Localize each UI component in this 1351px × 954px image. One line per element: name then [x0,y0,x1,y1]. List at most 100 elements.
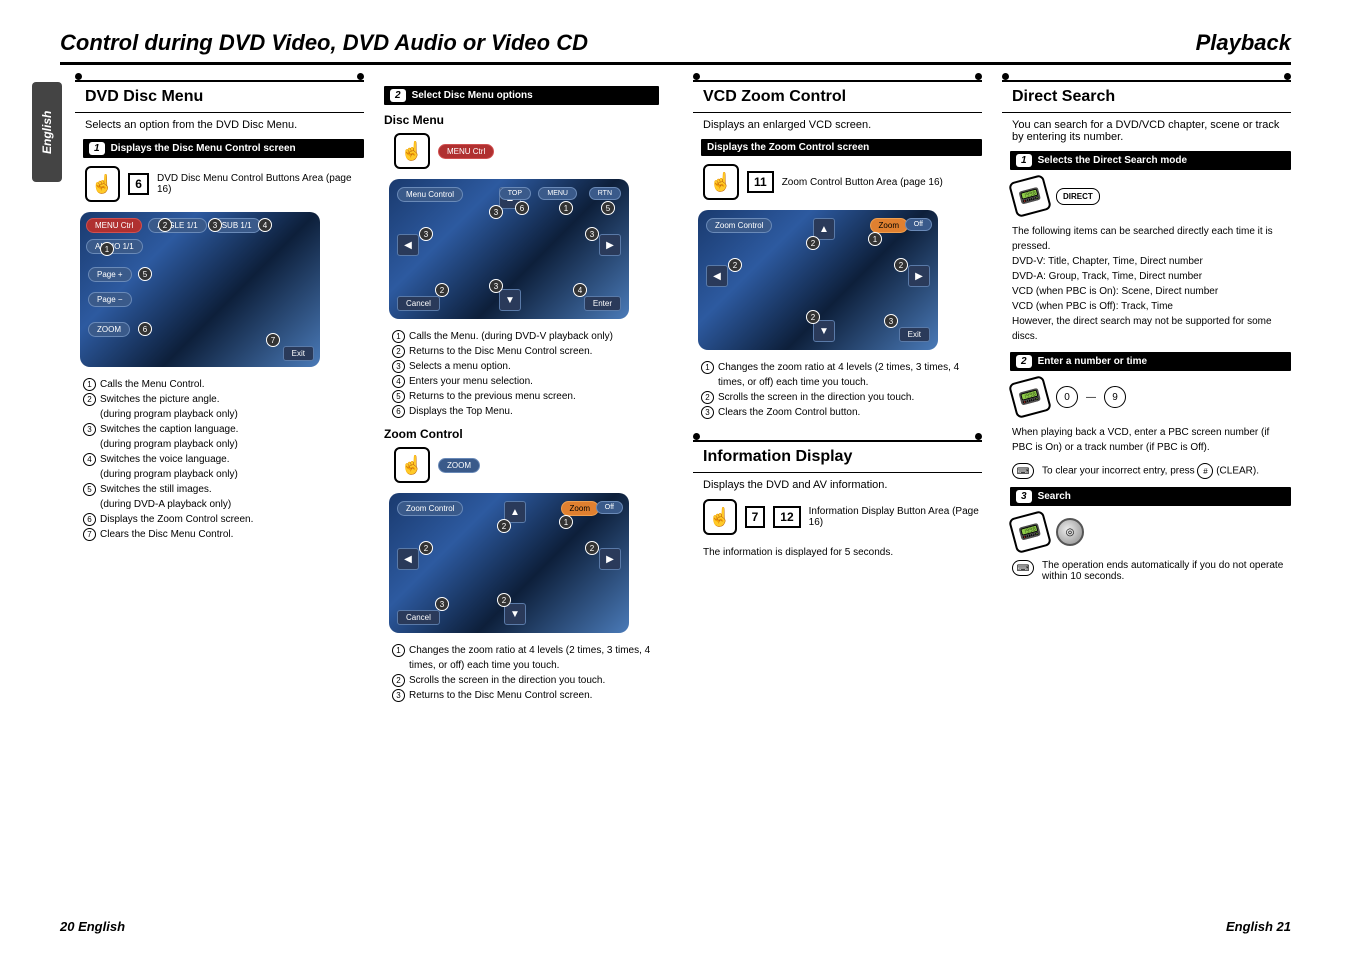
note-text-b: (CLEAR). [1216,466,1259,477]
li-text: Calls the Menu Control. [100,377,205,392]
ss-pill-zoom-val[interactable]: Zoom [870,218,908,233]
dvd-menu-list: 1Calls the Menu Control. 2Switches the p… [83,377,364,542]
panel-title: Direct Search [1012,88,1291,106]
li-text: Calls the Menu. (during DVD-V playback o… [409,329,613,344]
ss-badge-3c: 3 [585,227,599,241]
number-icon-row: 📟 0 — 9 [1012,379,1291,415]
ss-badge-2: 2 [435,283,449,297]
li-text: Switches the still images. [100,482,212,497]
search-knob[interactable]: ◎ [1056,518,1084,546]
li-text: Displays the Top Menu. [409,404,513,419]
footer: 20 English English 21 [0,919,1351,934]
ref-text: Information Display Button Area (Page 16… [809,506,982,528]
li-subtext: (during DVD-A playback only) [83,497,364,512]
ss-enter-btn[interactable]: Enter [584,296,621,311]
panel-header-vcd: VCD Zoom Control [693,80,982,113]
ref-number: 11 [747,171,774,193]
ref-number-2: 12 [773,506,800,528]
li-text: Returns to the previous menu screen. [409,389,576,404]
step-label: Selects the Direct Search mode [1038,155,1188,166]
direct-icon-row: 📟 DIRECT [1012,178,1291,214]
ss-down-arrow[interactable]: ▼ [813,320,835,342]
ss-right-arrow[interactable]: ▶ [908,265,930,287]
para-vcd-entry: When playing back a VCD, enter a PBC scr… [1012,425,1291,455]
ss-badge-1: 1 [868,232,882,246]
ss-pill-top[interactable]: TOP [499,187,531,200]
ss-exit-btn[interactable]: Exit [899,327,930,342]
screenshot-vcd-zoom: Zoom Control ▲ 2 Zoom Off 1 ◀ 2 ▶ 2 ▼ 2 … [698,210,938,350]
ss-exit-btn[interactable]: Exit [283,346,314,361]
panel-title: DVD Disc Menu [85,88,364,106]
button-area-row: ☝ 6 DVD Disc Menu Control Buttons Area (… [85,166,364,202]
pill-menu-ctrl[interactable]: MENU Ctrl [438,144,494,159]
step-2-direct: 2 Enter a number or time [1010,352,1291,371]
step-number: 2 [1016,355,1032,368]
ss-pill-rtn[interactable]: RTN [589,187,621,200]
col-disc-menu-options: 2 Select Disc Menu options Disc Menu ☝ M… [384,80,673,711]
step-label: Enter a number or time [1038,356,1147,367]
ss-pill-menu-ctrl[interactable]: MENU Ctrl [86,218,142,233]
step-2-bar: 2 Select Disc Menu options [384,86,659,105]
screenshot-menu-control: Menu Control ▲ 3 TOP 6 MENU 1 RTN 5 ◀ 3 … [389,179,629,319]
ss-badge-1: 1 [100,242,114,256]
note-clear: ⌨ To clear your incorrect entry, press #… [1012,463,1291,479]
ss-badge-2: 2 [497,519,511,533]
ss-pill-zoom-val[interactable]: Zoom [561,501,599,516]
ss-pill-angle[interactable]: ANGLE 1/1 [148,218,206,233]
panel-title: VCD Zoom Control [703,88,982,106]
ss-pill-zoom-control: Zoom Control [706,218,772,233]
ss-pill-audio[interactable]: AUDIO 1/1 [86,239,143,254]
ss-down-arrow[interactable]: ▼ [499,289,521,311]
li-text: Scrolls the screen in the direction you … [718,390,914,405]
ss-left-arrow[interactable]: ◀ [397,548,419,570]
footer-left: 20 English [60,919,125,934]
ss-cancel-btn[interactable]: Cancel [397,296,440,311]
ss-badge-1: 1 [559,201,573,215]
key-9[interactable]: 9 [1104,386,1126,408]
ss-right-arrow[interactable]: ▶ [599,234,621,256]
ss-badge-2c: 2 [585,541,599,555]
li-text: Switches the voice language. [100,452,230,467]
ss-badge-1: 1 [559,515,573,529]
touch-icon: ☝ [394,447,430,483]
ref-number-1: 7 [745,506,766,528]
step-number: 1 [89,142,105,155]
ss-down-arrow[interactable]: ▼ [504,603,526,625]
ss-pill-zoom[interactable]: ZOOM [88,322,130,337]
ss-cancel-btn[interactable]: Cancel [397,610,440,625]
li-subtext: (during program playback only) [83,407,364,422]
ss-pill-page-plus[interactable]: Page + [88,267,132,282]
direct-button[interactable]: DIRECT [1056,188,1100,205]
step-number: 3 [1016,490,1032,503]
search-icon-row: 📟 ◎ [1012,514,1291,550]
remote-icon: 📟 [1008,174,1052,218]
li-text: Enters your menu selection. [409,374,533,389]
ss-badge-3: 3 [884,314,898,328]
panel-subtitle: Selects an option from the DVD Disc Menu… [85,119,364,131]
ss-right-arrow[interactable]: ▶ [599,548,621,570]
ss-badge-2: 2 [806,236,820,250]
ss-badge-6: 6 [138,322,152,336]
footer-right: English 21 [1226,919,1291,934]
ss-badge-3: 3 [489,205,503,219]
ss-pill-page-minus[interactable]: Page − [88,292,132,307]
step-label: Displays the Disc Menu Control screen [111,143,296,154]
step-label: Search [1038,491,1071,502]
note-timeout: ⌨ The operation ends automatically if yo… [1012,560,1291,582]
ss-pill-menu[interactable]: MENU [538,187,577,200]
title-rule [60,62,1291,65]
key-0[interactable]: 0 [1056,386,1078,408]
info-btn-row: ☝ 7 12 Information Display Button Area (… [703,499,982,535]
ss-left-arrow[interactable]: ◀ [397,234,419,256]
panel-subtitle: Displays an enlarged VCD screen. [703,119,982,131]
panel-header-direct: Direct Search [1002,80,1291,113]
ss-badge-2: 2 [158,218,172,232]
zoom-icon-row: ☝ ZOOM [394,447,673,483]
clear-key[interactable]: # [1197,463,1213,479]
ss-left-arrow[interactable]: ◀ [706,265,728,287]
col-dvd-disc-menu: DVD Disc Menu Selects an option from the… [75,80,364,711]
li-text: Switches the caption language. [100,422,238,437]
pill-zoom[interactable]: ZOOM [438,458,480,473]
step-label: Displays the Zoom Control screen [707,142,869,153]
li-subtext: (during program playback only) [83,467,364,482]
